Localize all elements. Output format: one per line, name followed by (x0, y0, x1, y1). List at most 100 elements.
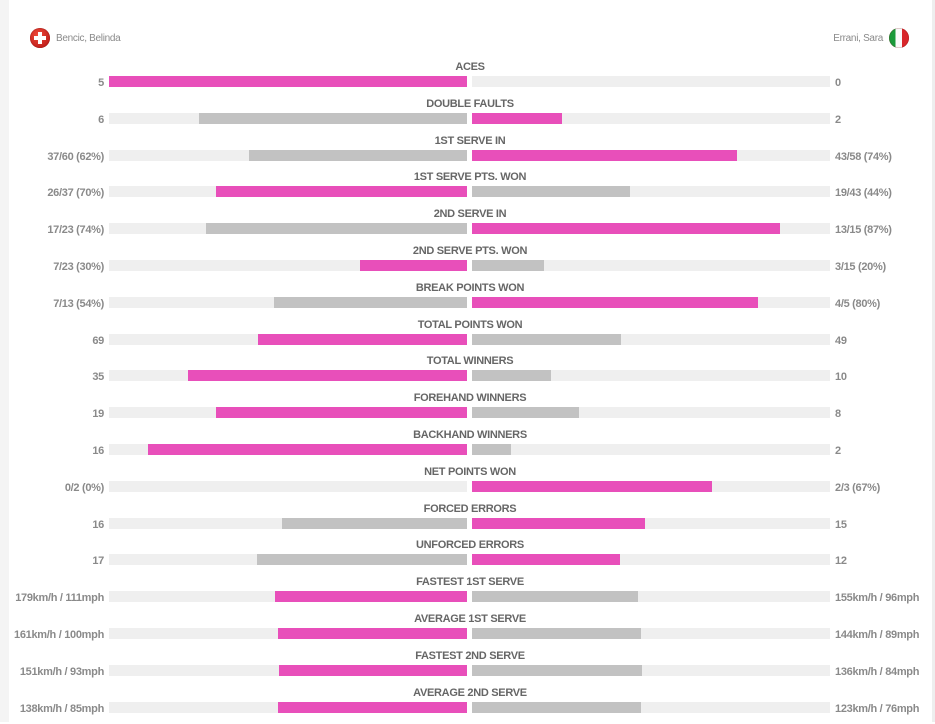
stat-row: FOREHAND WINNERS 19 8 (0, 392, 935, 429)
stat-right-value: 2 (835, 445, 841, 457)
stat-right-value: 12 (835, 555, 847, 568)
left-bar-track (109, 444, 467, 455)
right-bar-fill (472, 591, 639, 603)
left-bar-fill (198, 112, 467, 124)
right-bar-track (472, 149, 830, 161)
right-bar-track (472, 517, 830, 529)
right-bar-track (472, 112, 830, 124)
stat-label: AVERAGE 2ND SERVE (413, 686, 527, 699)
left-bar-track (109, 186, 467, 198)
left-bar-fill (257, 333, 467, 345)
left-bar-track (109, 554, 467, 566)
stat-row: FASTEST 1ST SERVE 179km/h / 111mph 155km… (0, 576, 935, 613)
stat-right-value: 15 (835, 518, 847, 531)
left-bar-track (109, 591, 467, 603)
right-bar-fill (472, 554, 621, 566)
stat-label: FASTEST 2ND SERVE (415, 649, 525, 662)
left-bar-fill (148, 444, 467, 455)
stat-label: 2ND SERVE PTS. WON (412, 245, 528, 257)
stat-label: 2ND SERVE IN (433, 208, 507, 221)
left-bar-fill (109, 76, 467, 87)
stat-left-value: 16 (92, 518, 104, 531)
stat-right-value: 10 (835, 371, 847, 384)
stat-row: NET POINTS WON 0/2 (0%) 2/3 (67%) (0, 466, 935, 503)
right-bar-track (472, 186, 830, 198)
right-bar-track (472, 554, 830, 566)
stat-right-value: 144km/h / 89mph (835, 629, 920, 641)
left-bar-fill (282, 517, 467, 529)
stat-label: UNFORCED ERRORS (416, 539, 524, 552)
right-bar-track (472, 76, 830, 87)
stat-label: BREAK POINTS WON (415, 281, 525, 294)
left-bar-fill (257, 554, 467, 566)
right-bar-track (472, 444, 830, 455)
stat-row: FORCED ERRORS 16 15 (0, 503, 935, 540)
stat-label: 1ST SERVE PTS. WON (413, 171, 527, 184)
left-bar-track (109, 296, 467, 308)
stat-row: AVERAGE 2ND SERVE 138km/h / 85mph 123km/… (0, 687, 935, 724)
stat-label: AVERAGE 1ST SERVE (414, 613, 526, 625)
stat-row: ACES 5 0 (0, 61, 935, 98)
right-bar-track (472, 701, 830, 713)
stat-left-value: 35 (92, 371, 104, 384)
stat-left-value: 5 (98, 77, 104, 89)
stat-row: 1ST SERVE PTS. WON 26/37 (70%) 19/43 (44… (0, 171, 935, 208)
left-bar-fill (187, 370, 467, 382)
right-bar-fill (472, 664, 642, 676)
stat-right-value: 2 (835, 113, 841, 126)
stat-label: NET POINTS WON (424, 465, 516, 478)
player-left: Bencic, Belinda (30, 28, 121, 48)
stat-row: BREAK POINTS WON 7/13 (54%) 4/5 (80%) (0, 282, 935, 319)
right-bar-fill (472, 149, 737, 161)
left-bar-fill (278, 664, 467, 676)
player-right: Errani, Sara (833, 28, 909, 48)
stat-left-value: 6 (98, 113, 104, 126)
stat-left-value: 16 (92, 445, 104, 457)
left-bar-fill (359, 260, 467, 271)
left-bar-fill (277, 628, 467, 639)
stat-label: TOTAL POINTS WON (417, 318, 523, 331)
stat-label: DOUBLE FAULTS (426, 97, 514, 110)
stat-row: 2ND SERVE PTS. WON 7/23 (30%) 3/15 (20%) (0, 245, 935, 282)
stat-right-value: 123km/h / 76mph (835, 702, 920, 715)
stat-left-value: 69 (92, 334, 104, 347)
stat-left-value: 17 (92, 555, 104, 568)
stat-left-value: 37/60 (62%) (47, 150, 104, 163)
stat-right-value: 43/58 (74%) (835, 150, 892, 163)
stat-row: 1ST SERVE IN 37/60 (62%) 43/58 (74%) (0, 135, 935, 172)
switzerland-flag-icon (30, 28, 50, 48)
right-bar-track (472, 628, 830, 639)
stat-row: DOUBLE FAULTS 6 2 (0, 98, 935, 135)
left-bar-track (109, 628, 467, 639)
right-bar-track (472, 407, 830, 419)
left-bar-fill (277, 701, 467, 713)
stat-left-value: 179km/h / 111mph (15, 592, 104, 605)
page-edge-right (932, 0, 935, 722)
stat-label: TOTAL WINNERS (426, 355, 514, 368)
left-bar-fill (205, 223, 467, 235)
stat-label: ACES (455, 61, 485, 73)
stat-left-value: 161km/h / 100mph (14, 629, 104, 641)
left-bar-track (109, 223, 467, 235)
left-bar-fill (248, 149, 467, 161)
page-edge-left (0, 0, 9, 722)
right-bar-track (472, 591, 830, 603)
stat-row: BACKHAND WINNERS 16 2 (0, 429, 935, 466)
stat-right-value: 2/3 (67%) (835, 481, 880, 494)
stat-left-value: 19 (92, 408, 104, 421)
stat-label: 1ST SERVE IN (434, 134, 506, 147)
stat-right-value: 3/15 (20%) (835, 261, 886, 273)
right-bar-fill (472, 370, 551, 382)
stat-label: BACKHAND WINNERS (413, 429, 527, 441)
player-left-name: Bencic, Belinda (56, 32, 121, 44)
left-bar-track (109, 112, 467, 124)
stat-left-value: 0/2 (0%) (64, 481, 104, 494)
right-bar-track (472, 480, 830, 492)
right-bar-fill (472, 480, 712, 492)
left-bar-track (109, 76, 467, 87)
stat-label: FASTEST 1ST SERVE (416, 576, 524, 589)
stat-right-value: 155km/h / 96mph (835, 592, 920, 605)
right-bar-track (472, 333, 830, 345)
stat-left-value: 138km/h / 85mph (19, 702, 104, 715)
right-bar-fill (472, 260, 544, 271)
